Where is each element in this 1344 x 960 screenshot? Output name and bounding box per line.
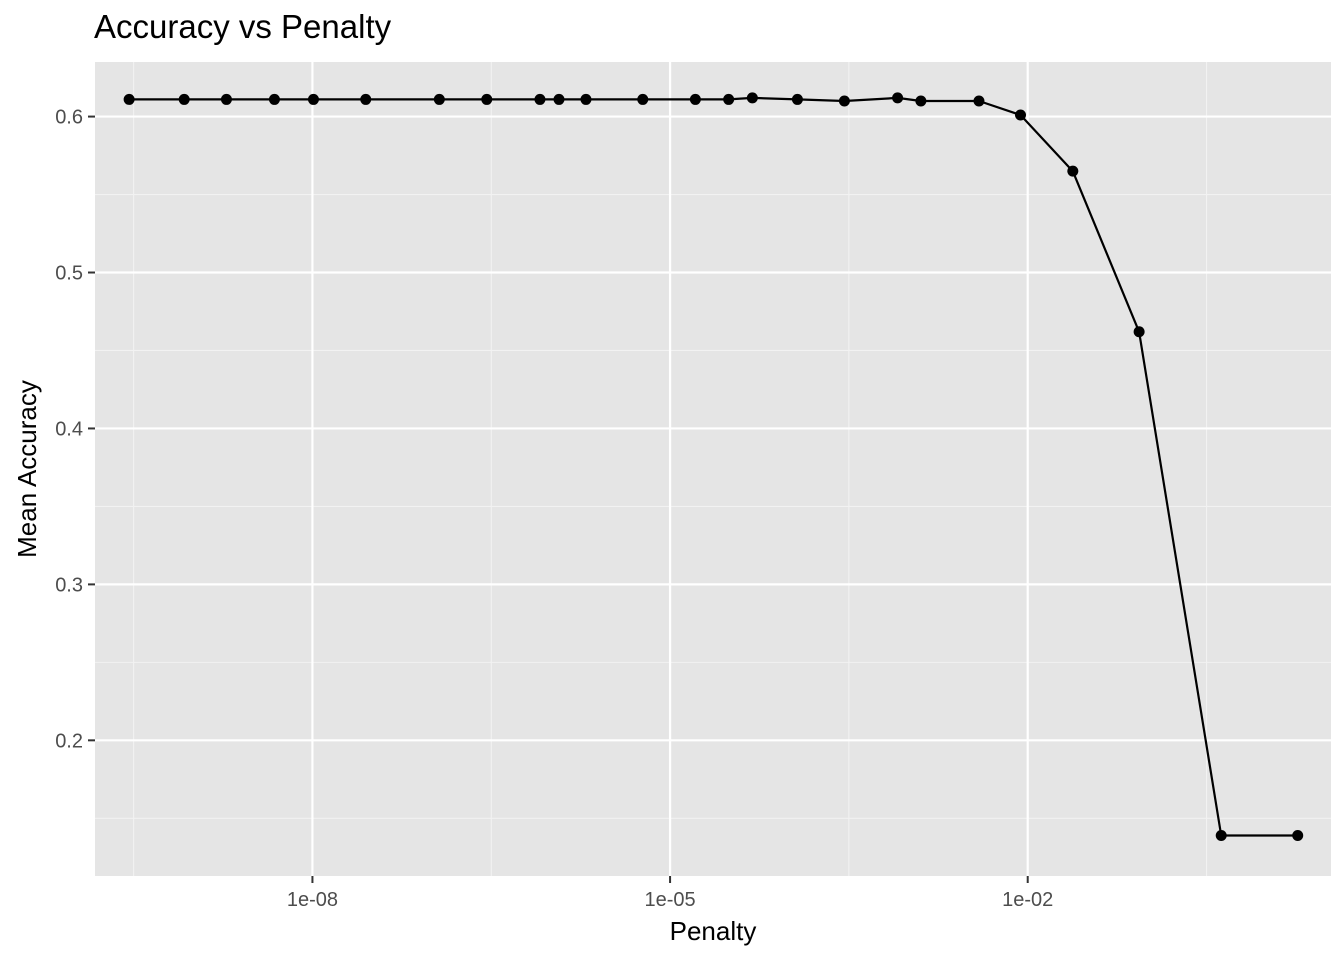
data-point <box>746 92 758 104</box>
data-point <box>973 95 985 107</box>
data-point <box>307 93 319 105</box>
chart-title: Accuracy vs Penalty <box>94 8 392 45</box>
data-point <box>1067 165 1079 177</box>
data-point <box>553 93 565 105</box>
data-point <box>791 93 803 105</box>
data-layer <box>123 92 1304 841</box>
data-point <box>1292 829 1304 841</box>
y-tick-label: 0.5 <box>55 263 83 285</box>
plot-panel <box>95 62 1331 876</box>
data-point <box>1215 829 1227 841</box>
data-point <box>220 93 232 105</box>
data-point <box>723 93 735 105</box>
data-point <box>637 93 649 105</box>
data-point <box>1133 326 1145 338</box>
major-gridlines <box>95 62 1331 876</box>
data-point <box>534 93 546 105</box>
data-point <box>1015 109 1027 121</box>
x-axis-title: Penalty <box>670 916 757 946</box>
data-point <box>838 95 850 107</box>
data-point <box>892 92 904 104</box>
x-tick-label: 1e-08 <box>287 889 338 911</box>
y-tick-label: 0.4 <box>55 418 83 440</box>
data-point <box>360 93 372 105</box>
data-point <box>433 93 445 105</box>
y-axis-title: Mean Accuracy <box>12 380 42 558</box>
axis-layer: 1e-08 1e-05 1e-02 0.2 0.3 0.4 0.5 0.6 <box>55 107 1053 911</box>
y-tick-label: 0.6 <box>55 107 83 129</box>
x-tick-label: 1e-05 <box>644 889 695 911</box>
data-point <box>481 93 493 105</box>
minor-gridlines <box>95 62 1331 876</box>
data-point <box>268 93 280 105</box>
x-tick-label: 1e-02 <box>1002 889 1053 911</box>
data-point <box>689 93 701 105</box>
data-point <box>123 93 135 105</box>
y-tick-label: 0.2 <box>55 730 83 752</box>
data-point <box>915 95 927 107</box>
data-point <box>580 93 592 105</box>
data-point <box>178 93 190 105</box>
y-tick-label: 0.3 <box>55 574 83 596</box>
